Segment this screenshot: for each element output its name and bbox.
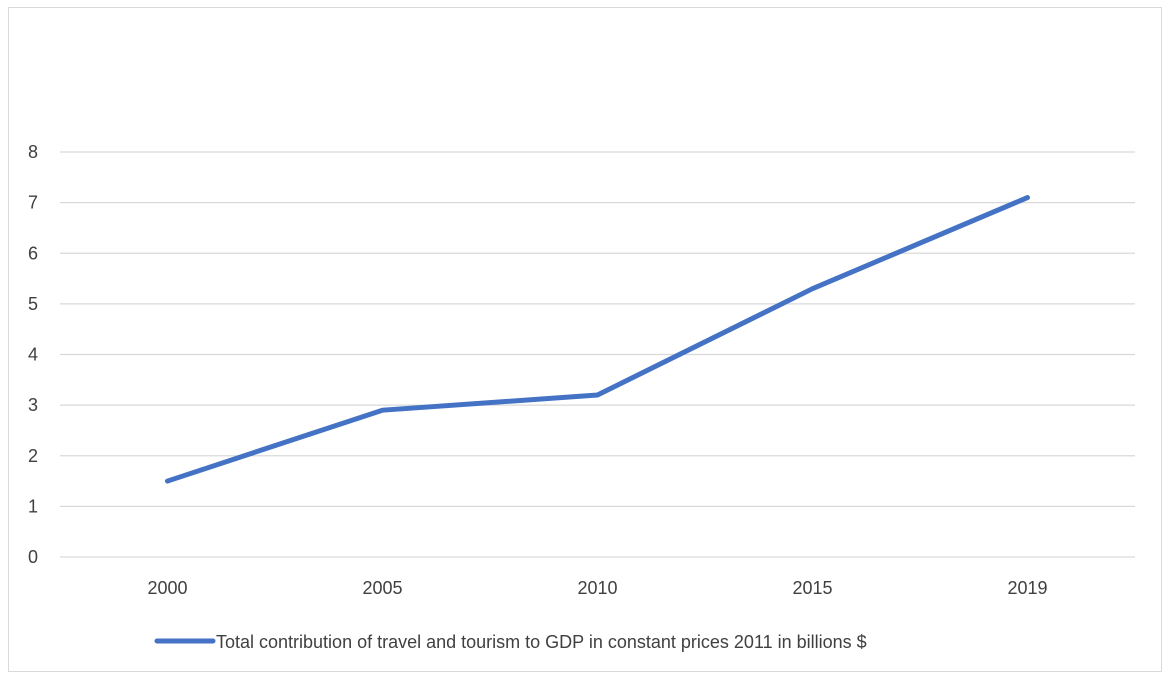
series-lines (165, 195, 1030, 484)
y-tick-label: 5 (28, 294, 38, 314)
y-tick-label: 7 (28, 193, 38, 213)
series-line (165, 195, 1030, 484)
y-axis-tick-labels: 0 1 2 3 4 5 6 7 8 (28, 142, 38, 567)
chart-frame (8, 7, 1162, 672)
legend: Total contribution of travel and tourism… (154, 632, 867, 652)
y-tick-label: 4 (28, 345, 38, 365)
y-tick-label: 8 (28, 142, 38, 162)
x-tick-label: 2005 (362, 578, 402, 598)
x-tick-label: 2015 (792, 578, 832, 598)
x-tick-label: 2019 (1007, 578, 1047, 598)
y-tick-label: 2 (28, 446, 38, 466)
y-tick-label: 6 (28, 243, 38, 263)
legend-label: Total contribution of travel and tourism… (216, 632, 867, 652)
x-tick-label: 2000 (147, 578, 187, 598)
gridlines (60, 151, 1135, 558)
y-tick-label: 0 (28, 547, 38, 567)
x-tick-label: 2010 (577, 578, 617, 598)
y-tick-label: 1 (28, 496, 38, 516)
x-axis-tick-labels: 2000 2005 2010 2015 2019 (147, 578, 1047, 598)
y-tick-label: 3 (28, 395, 38, 415)
